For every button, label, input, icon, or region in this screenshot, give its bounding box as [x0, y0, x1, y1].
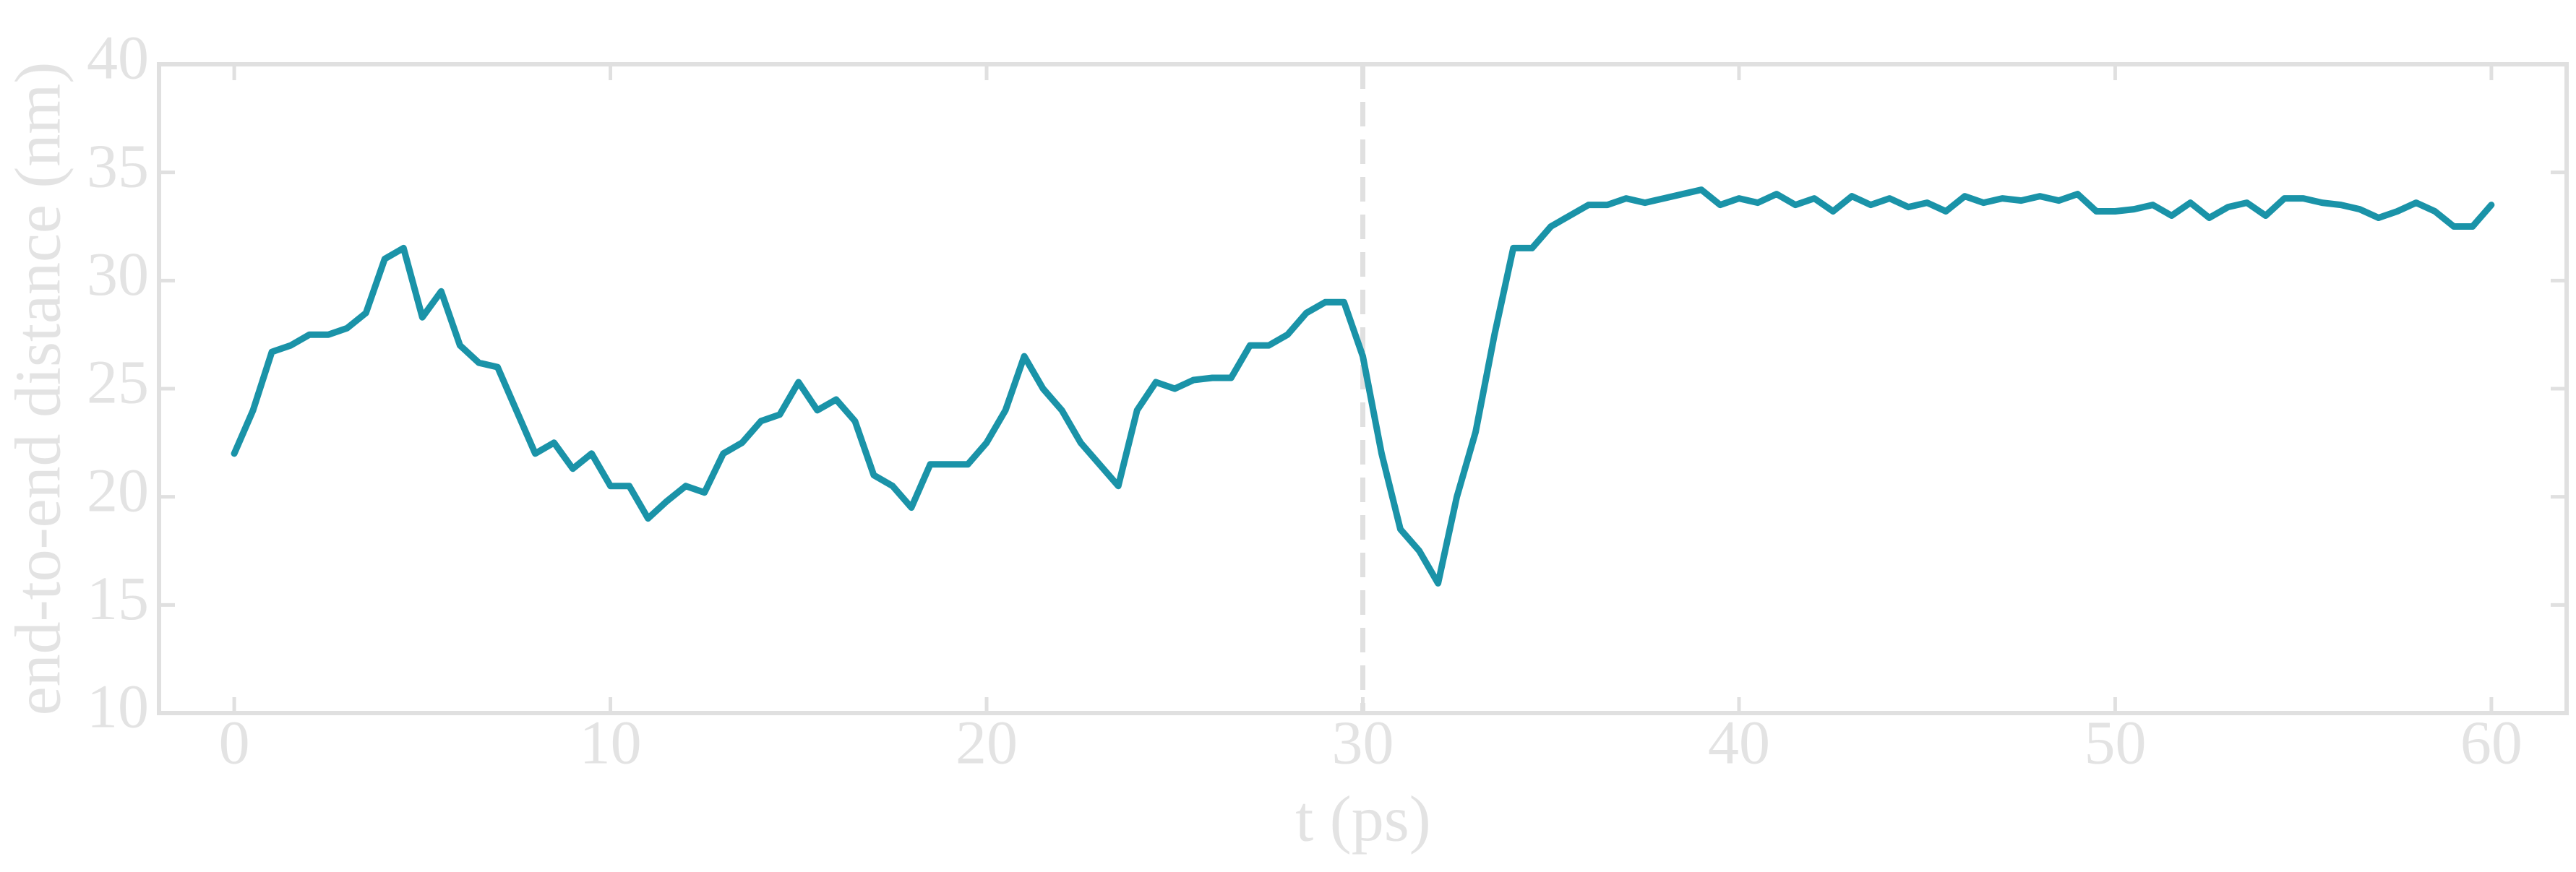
x-tick-label: 0 — [219, 708, 250, 777]
y-tick-label: 30 — [87, 239, 149, 308]
y-tick-label: 40 — [87, 23, 149, 92]
x-tick-label: 40 — [1708, 708, 1770, 777]
x-tick-label: 10 — [580, 708, 642, 777]
y-tick-label: 35 — [87, 131, 149, 200]
y-tick-label: 25 — [87, 347, 149, 417]
y-tick-label: 15 — [87, 564, 149, 633]
x-tick-label: 30 — [1332, 708, 1394, 777]
y-tick-label: 20 — [87, 455, 149, 525]
x-tick-label: 60 — [2460, 708, 2523, 777]
x-axis-label: t (ps) — [1295, 784, 1430, 855]
y-tick-label: 10 — [87, 672, 149, 741]
x-tick-label: 50 — [2084, 708, 2146, 777]
data-line — [231, 186, 2495, 587]
y-axis-label: end-to-end distance (nm) — [3, 62, 74, 716]
x-tick-label: 20 — [956, 708, 1018, 777]
